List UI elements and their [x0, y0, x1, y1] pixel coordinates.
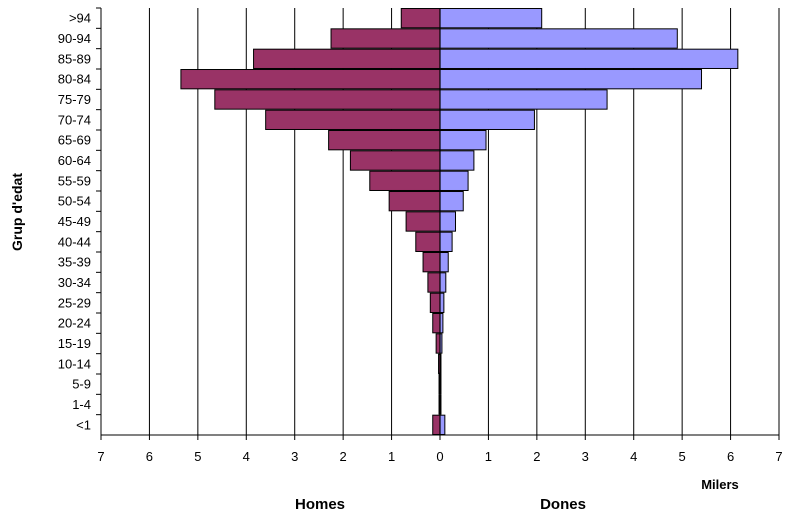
age-group-label: 65-69 [58, 133, 91, 148]
bar-dones [439, 69, 703, 90]
bar-dones [439, 150, 475, 171]
x-tick-labels: 7 6 5 4 3 2 1 0 1 2 3 4 5 6 7 [97, 435, 783, 464]
x-tick-label: 3 [291, 449, 298, 464]
age-group-label: 90-94 [58, 31, 91, 46]
y-axis-title: Grup d'edat [9, 173, 25, 251]
unit-label: Milers [701, 477, 739, 492]
bar-homes [369, 170, 441, 191]
age-group-label: 30-34 [58, 275, 91, 290]
age-group-label: 70-74 [58, 112, 91, 127]
bar-homes [405, 211, 441, 232]
x-tick-label: 3 [582, 449, 589, 464]
age-group-label: 55-59 [58, 173, 91, 188]
age-group-label: >94 [69, 11, 91, 26]
age-group-label: 40-44 [58, 234, 91, 249]
bar-homes [265, 109, 441, 130]
bar-homes [432, 313, 441, 334]
x-tick-label: 1 [388, 449, 395, 464]
age-group-label: 5-9 [72, 377, 91, 392]
age-group-label: 35-39 [58, 255, 91, 270]
bar-homes [349, 150, 441, 171]
bar-dones [439, 170, 469, 191]
bar-homes [328, 130, 441, 151]
x-tick-label: 7 [775, 449, 782, 464]
bar-dones [439, 211, 456, 232]
series-label-dones: Dones [540, 496, 586, 513]
bar-homes [429, 292, 441, 313]
bar-dones [439, 48, 739, 69]
age-group-labels: >94 90-94 85-89 80-84 75-79 70-74 65-69 60-64 55… [58, 7, 101, 432]
age-group-label: 60-64 [58, 153, 91, 168]
homes-bars [180, 8, 441, 435]
age-group-label: 50-54 [58, 194, 91, 209]
age-group-label: 15-19 [58, 336, 91, 351]
bar-dones [439, 252, 449, 273]
age-group-label: 75-79 [58, 92, 91, 107]
x-tick-label: 2 [340, 449, 347, 464]
bar-dones [439, 231, 453, 252]
series-label-homes: Homes [295, 496, 345, 513]
age-group-label: <1 [76, 417, 91, 432]
dones-bars [439, 8, 739, 435]
x-tick-label: 4 [630, 449, 637, 464]
bar-homes [253, 48, 441, 69]
bar-homes [214, 89, 441, 110]
bar-homes [432, 414, 441, 435]
x-tick-label: 1 [485, 449, 492, 464]
x-tick-label: 2 [533, 449, 540, 464]
bar-homes [427, 272, 441, 293]
bar-homes [388, 191, 441, 212]
bar-dones [439, 414, 446, 435]
bar-homes [330, 28, 441, 49]
x-tick-label: 5 [679, 449, 686, 464]
bar-dones [439, 272, 447, 293]
x-tick-label: 7 [97, 449, 104, 464]
bar-dones [439, 109, 535, 130]
x-tick-label: 6 [727, 449, 734, 464]
bar-dones [439, 130, 487, 151]
bar-homes [415, 231, 441, 252]
bar-homes [400, 8, 441, 29]
x-tick-label: 5 [194, 449, 201, 464]
age-group-label: 85-89 [58, 51, 91, 66]
age-group-label: 25-29 [58, 295, 91, 310]
x-tick-label: 0 [436, 449, 443, 464]
age-group-label: 20-24 [58, 316, 91, 331]
bar-homes [422, 252, 441, 273]
bar-dones [439, 191, 464, 212]
age-group-label: 80-84 [58, 72, 91, 87]
age-group-label: 1-4 [72, 397, 91, 412]
x-tick-label: 4 [243, 449, 250, 464]
age-group-label: 45-49 [58, 214, 91, 229]
bar-dones [439, 89, 608, 110]
bar-dones [439, 28, 678, 49]
bar-homes [180, 69, 441, 90]
x-tick-label: 6 [146, 449, 153, 464]
age-group-label: 10-14 [58, 356, 91, 371]
bar-dones [439, 8, 543, 29]
